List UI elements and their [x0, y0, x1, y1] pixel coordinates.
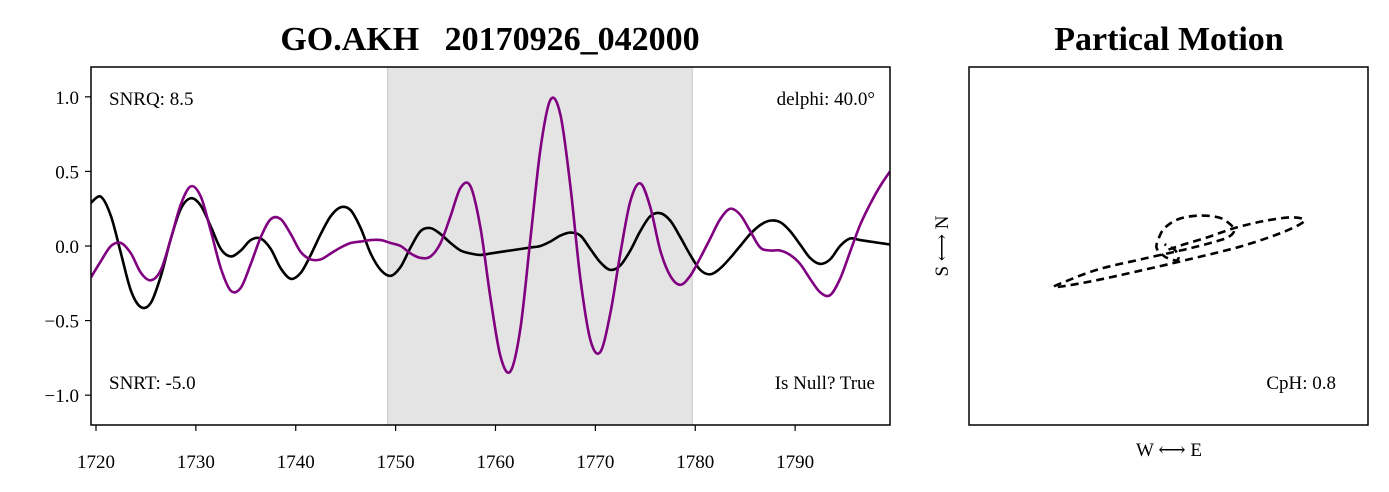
- y-axis-label: S ⟷ N: [932, 215, 953, 276]
- waveform-chart: GO.AKH 20170926_042000 1720 1730 1740 1750 1…: [45, 21, 891, 473]
- x-tick-label: 1760: [476, 452, 514, 473]
- x-tick-label: 1720: [77, 452, 115, 473]
- y-tick-label: −0.5: [45, 312, 79, 333]
- y-ticks: 1.0 0.5 0.0 −0.5 −1.0: [45, 88, 91, 407]
- snrt-label: SNRT: -5.0: [109, 373, 196, 394]
- x-tick-label: 1730: [177, 452, 215, 473]
- x-tick-label: 1740: [277, 452, 315, 473]
- null-label: Is Null? True: [775, 373, 875, 394]
- cph-label: CpH: 0.8: [1266, 373, 1336, 394]
- snrq-label: SNRQ: 8.5: [109, 89, 193, 110]
- delphi-label: delphi: 40.0°: [777, 89, 875, 110]
- x-tick-label: 1750: [377, 452, 415, 473]
- waveform-line-1: [91, 195, 890, 310]
- particle-motion-line-1: [1052, 214, 1306, 289]
- x-tick-label: 1790: [776, 452, 814, 473]
- waveform-line-2: [91, 96, 890, 374]
- waveform-chart-title: GO.AKH 20170926_042000: [280, 21, 699, 58]
- particle-motion-axes-frame: [968, 66, 1369, 426]
- particle-motion-title: Partical Motion: [1054, 21, 1284, 58]
- x-ticks: 1720 1730 1740 1750 1760 1770 1780 1790: [77, 425, 814, 473]
- y-tick-label: −1.0: [45, 386, 79, 407]
- x-axis-label: W ⟷ E: [1136, 440, 1202, 461]
- waveform-series: [91, 96, 890, 374]
- particle-motion-chart: Partical Motion CpH: 0.8 W ⟷ E S ⟷ N: [932, 21, 1369, 461]
- x-tick-label: 1780: [676, 452, 714, 473]
- y-tick-label: 1.0: [55, 88, 79, 109]
- y-tick-label: 0.5: [55, 162, 79, 183]
- y-tick-label: 0.0: [55, 237, 79, 258]
- particle-motion-series: [1052, 214, 1306, 289]
- x-tick-label: 1770: [576, 452, 614, 473]
